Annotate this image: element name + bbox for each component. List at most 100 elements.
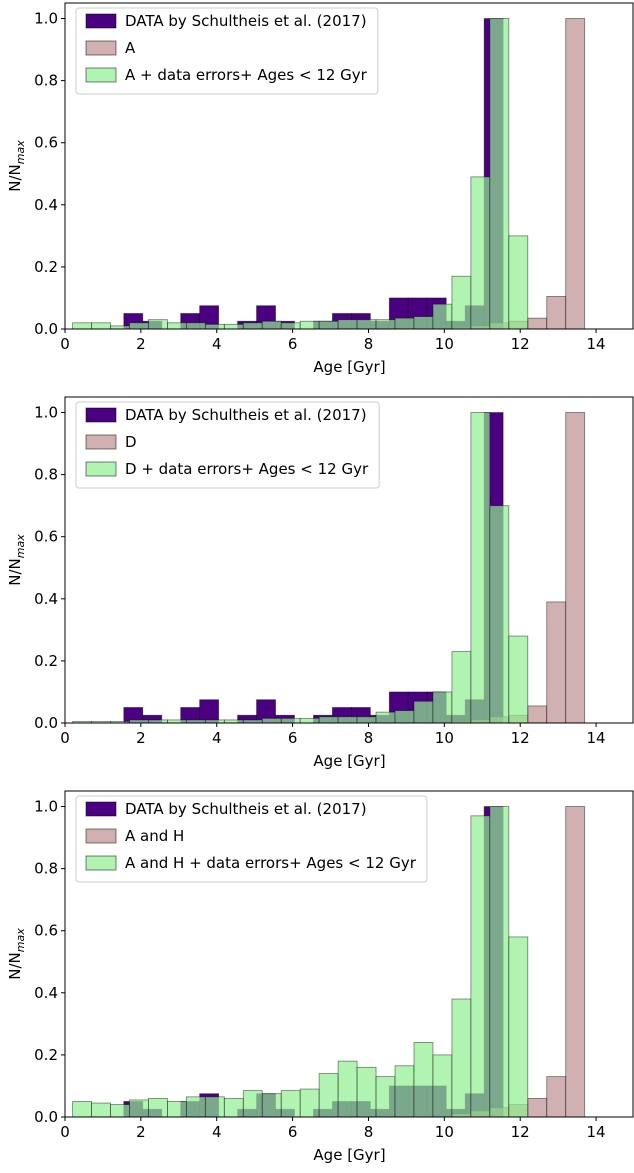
hist-bar <box>508 235 529 330</box>
hist-bar <box>261 320 282 330</box>
panel: 0 2 4 6 8 10 12 14 0.0 0.2 0.4 0.6 0.8 1.0 Age [Gyr] N/… <box>6 396 634 770</box>
hist-bar <box>394 710 415 724</box>
x-tick-label: 4 <box>212 1123 222 1141</box>
x-axis-label: Age [Gyr] <box>313 1146 385 1164</box>
x-tick-label: 12 <box>511 1123 530 1141</box>
y-tick-label: 0.0 <box>34 714 58 732</box>
legend-patch <box>85 461 117 477</box>
legend-label: DATA by Schultheis et al. (2017) <box>125 406 367 424</box>
x-axis-label: Age [Gyr] <box>313 358 385 376</box>
y-tick-label: 1.0 <box>34 798 58 816</box>
hist-bar <box>546 295 567 330</box>
hist-bar <box>148 1097 168 1118</box>
y-tick-label: 1.0 <box>34 10 58 28</box>
x-tick-label: 14 <box>587 729 606 747</box>
hist-bar <box>204 323 225 330</box>
hist-bar <box>451 651 472 724</box>
legend-patch <box>85 855 117 871</box>
hist-bar <box>527 317 548 330</box>
y-tick-label: 0.4 <box>34 984 58 1002</box>
hist-bar <box>318 1073 339 1118</box>
y-axis-label: N/Nmax <box>6 140 27 192</box>
hist-bar <box>242 1090 263 1118</box>
x-tick-label: 4 <box>212 729 222 747</box>
axes-frame <box>64 790 634 1118</box>
x-tick-label: 12 <box>511 729 530 747</box>
x-axis-label: Age [Gyr] <box>313 752 385 770</box>
hist-bar <box>565 806 586 1118</box>
y-tick-label: 0.0 <box>34 1108 58 1126</box>
y-tick-label: 1.0 <box>34 404 58 422</box>
x-tick-label: 4 <box>212 335 222 353</box>
legend: DATA by Schultheis et al. (2017) D D + dat… <box>75 401 380 489</box>
hist-bar <box>470 176 491 330</box>
hist-bar <box>167 1101 187 1118</box>
hist-bar <box>432 303 453 330</box>
hist-bar <box>318 320 339 330</box>
y-tick-label: 0.4 <box>34 590 58 608</box>
hist-bar <box>280 1090 301 1118</box>
hist-bar <box>375 711 396 724</box>
y-axis-label: N/Nmax <box>6 534 27 586</box>
axes-frame <box>64 2 634 330</box>
hist-bar <box>546 1076 567 1118</box>
legend-label: A and H + data errors+ Ages < 12 Gyr <box>125 854 417 872</box>
hist-bar <box>489 505 510 724</box>
panel: 0 2 4 6 8 10 12 14 0.0 0.2 0.4 0.6 0.8 1.0 Age [Gyr] N/… <box>6 2 634 376</box>
hist-bar <box>72 322 92 330</box>
hist-bar <box>280 322 301 330</box>
x-tick-label: 8 <box>364 729 374 747</box>
hist-bar <box>527 1097 548 1118</box>
x-tick-label: 2 <box>136 335 146 353</box>
x-tick-label: 6 <box>288 1123 298 1141</box>
y-tick-label: 0.8 <box>34 860 58 878</box>
hist-bar <box>167 322 187 330</box>
y-tick-label: 0.8 <box>34 466 58 484</box>
hist-bar <box>375 319 396 330</box>
y-tick-label: 0.8 <box>34 72 58 90</box>
hist-bar <box>356 1066 377 1118</box>
legend-box <box>75 795 428 883</box>
legend-patch <box>85 434 117 450</box>
x-tick-label: 8 <box>364 335 374 353</box>
y-axis-label-sub: max <box>14 140 27 164</box>
x-tick-label: 14 <box>587 335 606 353</box>
x-tick-label: 10 <box>435 1123 454 1141</box>
legend-label: A and H <box>125 827 184 845</box>
x-tick-label: 12 <box>511 335 530 353</box>
hist-bar <box>356 319 377 330</box>
hist-bar <box>508 635 529 724</box>
legend-patch <box>85 828 117 844</box>
x-tick-label: 0 <box>60 729 70 747</box>
hist-bar <box>148 319 168 330</box>
y-tick-label: 0.2 <box>34 652 58 670</box>
hist-bar <box>299 1088 320 1118</box>
y-axis-label: N/Nmax <box>6 928 27 980</box>
axes-frame <box>64 396 634 724</box>
hist-bar <box>394 317 415 330</box>
y-tick-label: 0.6 <box>34 134 58 152</box>
hist-bar <box>204 1096 225 1118</box>
hist-bar <box>413 316 434 330</box>
y-tick-label: 0.0 <box>34 320 58 338</box>
y-tick-label: 0.6 <box>34 528 58 546</box>
hist-bar <box>508 936 529 1118</box>
hist-bar <box>489 806 510 1118</box>
hist-bar <box>299 320 320 330</box>
hist-bar <box>337 319 358 330</box>
hist-bar <box>318 716 339 724</box>
x-tick-label: 10 <box>435 729 454 747</box>
hist-bar <box>129 1099 149 1118</box>
hist-bar <box>394 1065 415 1118</box>
y-axis-label-sub: max <box>14 928 27 952</box>
hist-bar <box>565 18 586 330</box>
hist-bar <box>375 1076 396 1118</box>
hist-bar <box>451 275 472 330</box>
x-tick-label: 10 <box>435 335 454 353</box>
hist-bar <box>91 322 111 330</box>
legend-label: D <box>125 433 137 451</box>
x-tick-label: 2 <box>136 1123 146 1141</box>
hist-bar <box>261 717 282 724</box>
